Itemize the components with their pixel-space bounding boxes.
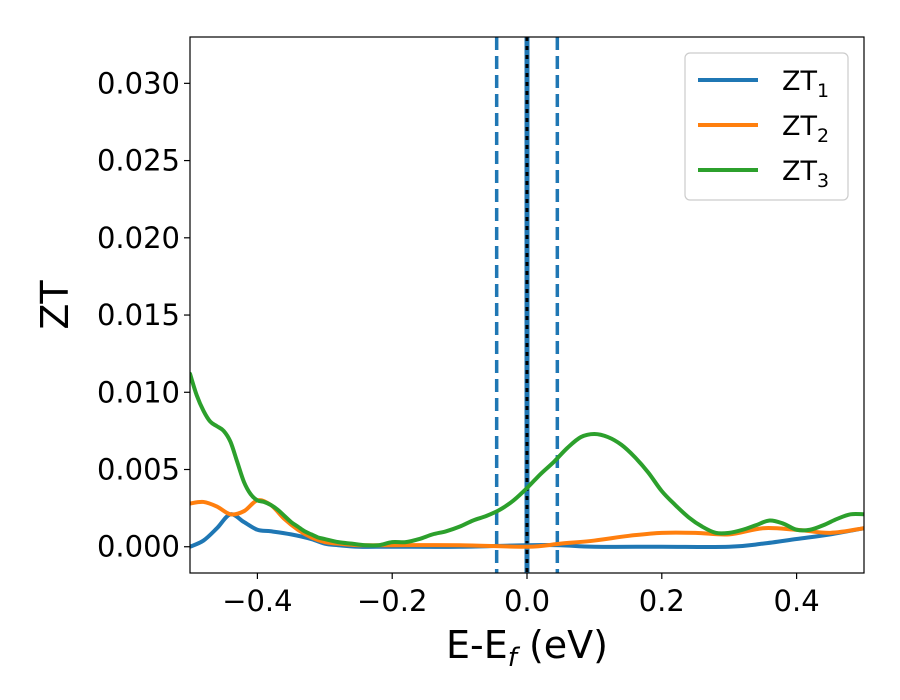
y-tick-label: 0.000 — [97, 530, 180, 564]
x-tick-label: 0.0 — [504, 584, 550, 618]
x-axis: −0.4 −0.2 0.0 0.2 0.4 — [222, 573, 820, 618]
y-tick-label: 0.005 — [97, 453, 180, 487]
series-layer — [190, 371, 864, 549]
legend-label-sub: 2 — [817, 125, 829, 147]
x-tick-label: 0.4 — [774, 584, 820, 618]
legend-label-main: ZT — [782, 156, 817, 187]
x-tick-label: −0.4 — [222, 584, 292, 618]
y-tick-label: 0.030 — [97, 66, 180, 100]
series-line-zt3 — [190, 371, 864, 548]
x-tick-label: −0.2 — [357, 584, 427, 618]
x-tick-label: 0.2 — [639, 584, 685, 618]
legend-label-main: ZT — [782, 66, 817, 97]
y-tick-label: 0.025 — [97, 144, 180, 178]
legend-label-main: ZT — [782, 111, 817, 142]
y-axis-label: ZT — [33, 280, 77, 330]
legend-frame — [684, 52, 849, 201]
legend-label-sub: 1 — [817, 80, 829, 102]
reference-lines — [494, 37, 560, 573]
legend-label-zt1: ZT1 — [782, 66, 829, 102]
y-tick-label: 0.015 — [97, 298, 180, 332]
legend-label-sub: 3 — [817, 170, 829, 192]
y-axis: 0.000 0.005 0.010 0.015 0.020 0.025 0.030 — [97, 66, 190, 564]
legend-label-zt3: ZT3 — [782, 156, 829, 192]
x-axis-label: E-Ef (eV) — [446, 623, 608, 673]
legend-label-zt2: ZT2 — [782, 111, 829, 147]
y-tick-label: 0.010 — [97, 375, 180, 409]
x-axis-label-main: E-E — [446, 623, 508, 667]
y-tick-label: 0.020 — [97, 221, 180, 255]
x-axis-label-suffix: (eV) — [517, 623, 608, 667]
